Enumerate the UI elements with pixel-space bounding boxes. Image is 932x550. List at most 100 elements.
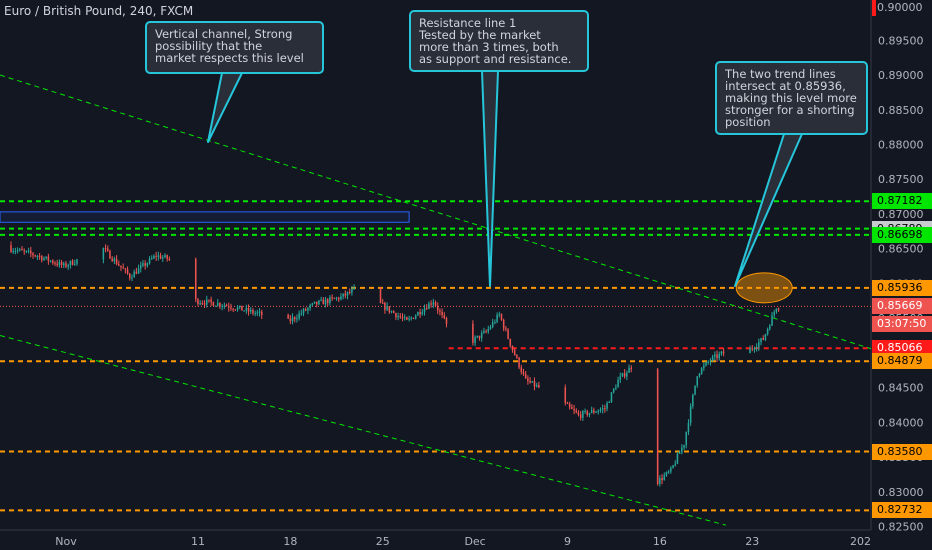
trend-line[interactable]	[0, 74, 872, 350]
candle-body	[203, 303, 206, 305]
candle-body	[322, 299, 325, 305]
candle-body	[243, 310, 245, 312]
candle-body	[194, 258, 197, 300]
candle-body	[234, 309, 237, 311]
candle-body	[491, 322, 494, 327]
candle-body	[489, 326, 492, 329]
candle-body	[386, 306, 388, 310]
candle-body	[610, 392, 613, 402]
candle-body	[208, 299, 210, 301]
candle-body	[205, 299, 208, 305]
candle-body	[304, 309, 307, 311]
candle-body	[773, 312, 775, 316]
candle-body	[168, 258, 171, 260]
candle-body	[698, 373, 701, 377]
candle-body	[722, 351, 725, 354]
candle-body	[54, 263, 56, 265]
candle-body	[619, 376, 622, 380]
candle-body	[214, 305, 217, 307]
candle-body	[34, 255, 36, 257]
candle-body	[379, 287, 382, 303]
candle-body	[582, 411, 584, 418]
candle-body	[568, 403, 571, 407]
candle-body	[221, 305, 223, 307]
candle-body	[135, 271, 138, 274]
candle-body	[109, 250, 111, 259]
annotation-vertical-channel[interactable]: Vertical channel, Strong possibility tha…	[145, 21, 324, 74]
candle-body	[32, 253, 34, 256]
candle-body	[146, 263, 149, 266]
annotation-intersection[interactable]: The two trend lines intersect at 0.85936…	[715, 61, 868, 135]
candle-body	[120, 265, 122, 268]
candle-body	[414, 315, 417, 319]
price-badge[interactable]: 0.82732	[872, 502, 932, 519]
candle-body	[381, 302, 384, 304]
candle-body	[678, 452, 681, 454]
candle-body	[771, 315, 773, 326]
candle-body	[216, 303, 219, 306]
candle-body	[705, 362, 707, 366]
candle-body	[76, 259, 78, 264]
candle-body	[36, 256, 39, 258]
candle-body	[313, 301, 316, 304]
price-badge[interactable]: 0.85936	[872, 279, 932, 296]
candle-body	[445, 318, 448, 324]
candle-body	[58, 262, 61, 266]
price-badge[interactable]: 03:07:50	[872, 316, 932, 333]
intersection-ellipse[interactable]	[735, 272, 793, 304]
price-badge[interactable]: 0.83580	[872, 443, 932, 460]
candle-body	[623, 373, 626, 377]
y-tick-label: 0.82500	[878, 521, 924, 534]
candle-body	[672, 465, 674, 468]
candle-body	[27, 250, 30, 252]
symbol-title[interactable]: Euro / British Pound, 240, FXCM	[4, 4, 194, 18]
x-tick-label: 9	[564, 535, 571, 548]
candle-body	[513, 350, 516, 356]
candle-body	[223, 305, 226, 307]
candle-body	[720, 351, 723, 354]
candle-body	[505, 328, 507, 330]
alert-marker	[872, 0, 876, 16]
candle-body	[43, 258, 45, 261]
candle-body	[527, 378, 529, 382]
x-tick-label: 25	[376, 535, 390, 548]
price-badge[interactable]: 0.85066	[872, 340, 932, 357]
price-badge[interactable]: 0.85669	[872, 298, 932, 315]
candle-body	[293, 317, 296, 320]
price-badge[interactable]: 0.86698	[872, 226, 932, 243]
candle-body	[199, 303, 201, 305]
zone-box[interactable]	[0, 211, 410, 223]
candle-body	[14, 250, 17, 252]
candle-body	[520, 367, 523, 373]
x-tick-label: Dec	[464, 535, 485, 548]
candle-body	[604, 408, 606, 410]
candle-body	[608, 401, 611, 403]
candle-body	[329, 297, 331, 304]
candle-body	[694, 385, 696, 395]
price-badge[interactable]: 0.84879	[872, 353, 932, 370]
candle-body	[472, 323, 474, 343]
price-badge[interactable]: 0.90000	[872, 0, 932, 16]
candle-body	[564, 387, 567, 404]
candle-body	[434, 302, 437, 306]
trend-line[interactable]	[0, 335, 726, 526]
candle-body	[769, 325, 771, 329]
candle-body	[498, 314, 501, 316]
candle-body	[522, 372, 525, 374]
candle-body	[423, 308, 426, 313]
candle-body	[197, 299, 199, 305]
candle-body	[412, 317, 415, 319]
candle-body	[656, 369, 659, 484]
candle-body	[71, 260, 74, 265]
candle-body	[67, 265, 69, 267]
price-badge[interactable]: 0.87182	[872, 193, 932, 210]
candle-body	[758, 342, 760, 348]
candle-body	[593, 410, 595, 413]
annotation-resistance-line[interactable]: Resistance line 1 Tested by the market m…	[409, 10, 589, 72]
candle-body	[159, 255, 162, 259]
candle-body	[16, 250, 19, 252]
candle-body	[518, 357, 520, 368]
candle-body	[755, 347, 758, 349]
candle-body	[670, 467, 672, 472]
